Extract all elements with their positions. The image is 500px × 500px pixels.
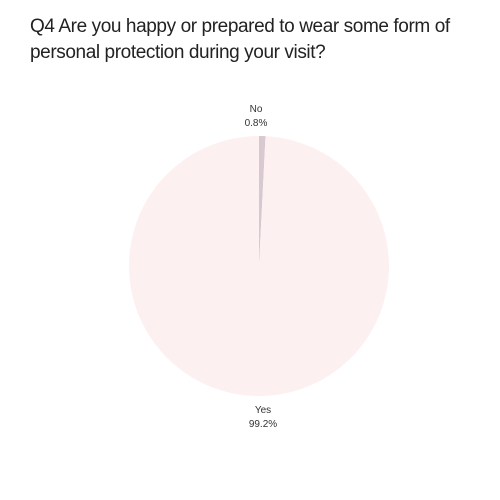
slice-label-no-category: No [250,104,263,115]
pie-slice-no [259,136,266,266]
pie-slice-yes [129,136,390,396]
chart-title: Q4 Are you happy or prepared to wear som… [30,16,450,63]
slice-label-no-value: 0.8% [245,118,268,129]
slice-label-yes-value: 99.2% [249,419,277,430]
slice-label-yes-category: Yes [255,405,271,416]
pie-slices [129,136,390,396]
slice-labels: No 0.8% Yes 99.2% [245,104,278,430]
